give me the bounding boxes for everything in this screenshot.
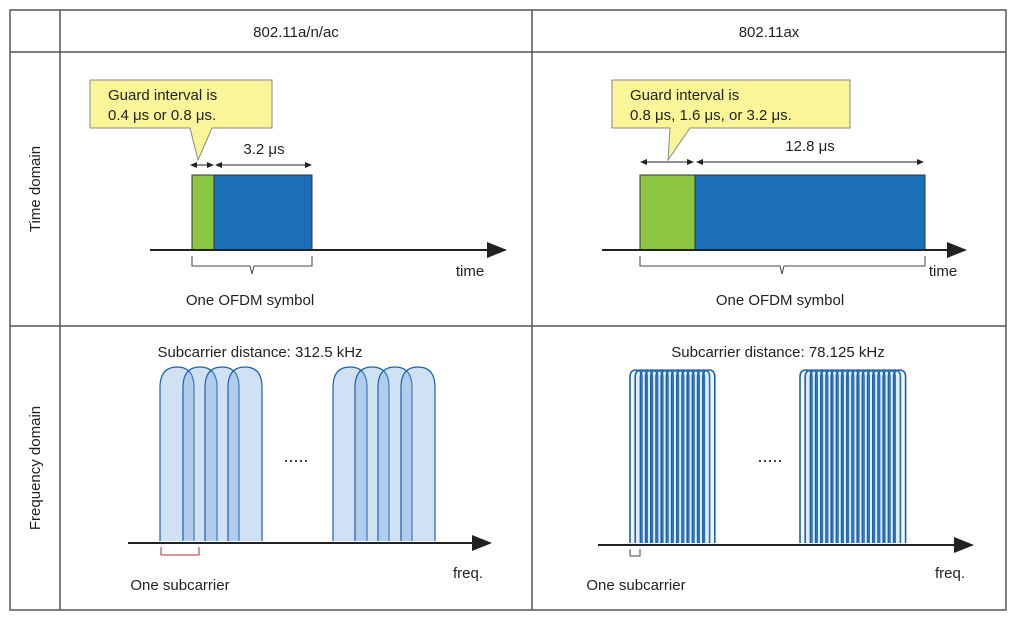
callout-box xyxy=(611,79,851,162)
brace xyxy=(191,256,313,275)
subcarrier-lobe xyxy=(182,366,218,541)
column-header: 802.11ax xyxy=(739,24,800,41)
brace xyxy=(639,256,926,275)
symbol-block xyxy=(213,174,313,251)
subcarrier-lobe xyxy=(691,369,706,543)
guard-block xyxy=(191,174,215,251)
ellipsis: ..... xyxy=(283,446,308,466)
subcarrier-lobe xyxy=(400,366,436,541)
table-grid xyxy=(9,9,1007,611)
axis-label: time xyxy=(456,263,484,280)
subcarrier-bracket xyxy=(629,549,641,557)
subcarrier-lobe xyxy=(332,366,368,541)
subcarrier-lobe xyxy=(835,369,850,543)
callout-text: Guard interval is xyxy=(108,87,217,104)
callout-text: 0.8 μs, 1.6 μs, or 3.2 μs. xyxy=(630,107,792,124)
symbol-block xyxy=(694,174,926,251)
subcarrier-label: One subcarrier xyxy=(130,577,229,594)
subcarrier-label: One subcarrier xyxy=(586,577,685,594)
row-header: Time domain xyxy=(27,146,44,232)
guard-block xyxy=(639,174,696,251)
subcarrier-lobe xyxy=(702,369,716,543)
brace-label: One OFDM symbol xyxy=(186,292,314,309)
spacing-label: Subcarrier distance: 78.125 kHz xyxy=(671,344,884,361)
row-header: Frequency domain xyxy=(27,406,44,530)
subcarrier-lobe xyxy=(887,369,902,543)
subcarrier-lobe xyxy=(809,369,824,543)
axis-label: freq. xyxy=(935,565,965,582)
axis-label: time xyxy=(929,263,957,280)
subcarrier-lobe xyxy=(204,366,240,541)
subcarrier-lobe xyxy=(639,369,654,543)
duration-label: 12.8 μs xyxy=(785,138,835,155)
callout-text: Guard interval is xyxy=(630,87,739,104)
subcarrier-lobe xyxy=(159,366,195,541)
column-header: 802.11a/n/ac xyxy=(253,24,339,41)
duration-label: 3.2 μs xyxy=(243,141,284,158)
brace-label: One OFDM symbol xyxy=(716,292,844,309)
subcarrier-lobe xyxy=(354,366,390,541)
subcarrier-bracket xyxy=(160,547,200,556)
subcarrier-lobe xyxy=(377,366,413,541)
subcarrier-lobe xyxy=(665,369,680,543)
subcarriers xyxy=(159,366,907,543)
ellipsis: ..... xyxy=(757,446,782,466)
callout-text: 0.4 μs or 0.8 μs. xyxy=(108,107,216,124)
axis-label: freq. xyxy=(453,565,483,582)
spacing-label: Subcarrier distance: 312.5 kHz xyxy=(157,344,362,361)
subcarrier-lobe xyxy=(227,366,263,541)
subcarrier-lobe xyxy=(892,369,907,543)
subcarrier-lobe xyxy=(861,369,876,543)
callout-box xyxy=(89,79,273,162)
